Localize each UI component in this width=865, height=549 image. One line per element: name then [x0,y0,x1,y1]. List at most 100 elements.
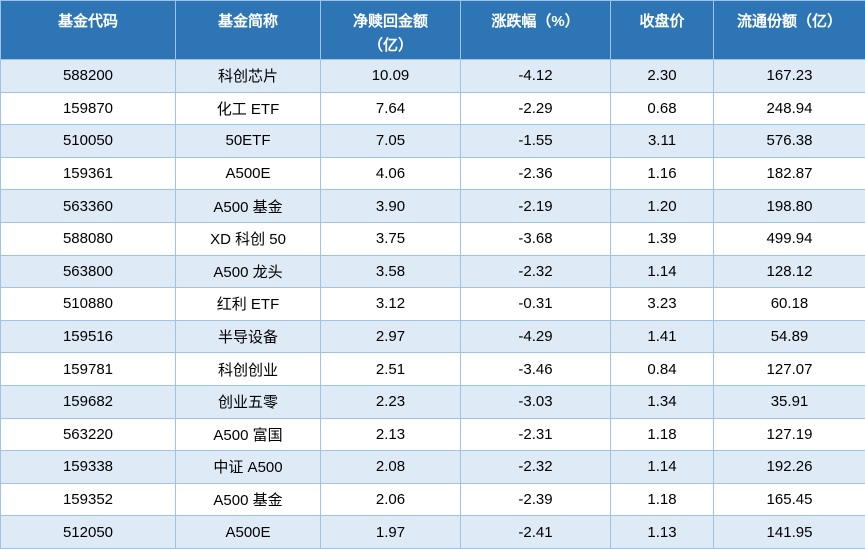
table-cell-net-redemption: 4.06 [320,156,461,191]
table-cell-circulating-shares: 248.94 [713,91,865,126]
table-row: 159870 化工 ETF 7.64 -2.29 0.68 248.94 [0,91,865,126]
table-cell-change-percent: -2.19 [460,189,611,223]
table-cell-closing-price: 1.34 [610,384,714,419]
table-cell-circulating-shares: 60.18 [713,287,865,321]
column-header-fund-code: 基金代码 [0,0,176,60]
table-cell-net-redemption: 1.97 [320,515,461,549]
table-row: 563800 A500 龙头 3.58 -2.32 1.14 128.12 [0,254,865,289]
table-cell-fund-name: XD 科创 50 [175,221,321,256]
table-cell-change-percent: -2.32 [460,254,611,289]
table-cell-change-percent: -2.39 [460,482,611,517]
table-cell-fund-name: A500 基金 [175,189,321,223]
table-cell-change-percent: -3.68 [460,221,611,256]
column-header-closing-price: 收盘价 [610,0,714,60]
table-cell-fund-code: 563220 [0,417,176,452]
table-cell-closing-price: 1.18 [610,482,714,517]
table-row: 510880 红利 ETF 3.12 -0.31 3.23 60.18 [0,287,865,321]
table-row: 159338 中证 A500 2.08 -2.32 1.14 192.26 [0,450,865,484]
table-header-row: 基金代码 基金简称 净赎回金额 （亿） 涨跌幅（%） 收盘价 流通份额（亿） [0,0,865,60]
table-cell-circulating-shares: 165.45 [713,482,865,517]
table-cell-circulating-shares: 54.89 [713,319,865,354]
table-cell-fund-code: 588080 [0,221,176,256]
table-cell-circulating-shares: 576.38 [713,124,865,158]
column-header-circulating-shares: 流通份额（亿） [713,0,865,60]
table-cell-fund-code: 512050 [0,515,176,549]
table-cell-change-percent: -3.03 [460,384,611,419]
table-cell-net-redemption: 2.97 [320,319,461,354]
table-cell-change-percent: -2.31 [460,417,611,452]
table-row: 159516 半导设备 2.97 -4.29 1.41 54.89 [0,319,865,354]
column-header-line1: 流通份额（亿） [736,13,842,30]
table-cell-fund-code: 563800 [0,254,176,289]
column-header-fund-name: 基金简称 [175,0,321,60]
table-row: 588200 科创芯片 10.09 -4.12 2.30 167.23 [0,59,865,93]
table-cell-closing-price: 1.18 [610,417,714,452]
table-row: 588080 XD 科创 50 3.75 -3.68 1.39 499.94 [0,221,865,256]
table-cell-closing-price: 1.20 [610,189,714,223]
table-cell-circulating-shares: 182.87 [713,156,865,191]
table-cell-closing-price: 1.16 [610,156,714,191]
column-header-line1: 基金简称 [217,13,278,30]
table-cell-fund-name: A500 龙头 [175,254,321,289]
table-cell-closing-price: 0.84 [610,352,714,386]
table-cell-fund-code: 563360 [0,189,176,223]
table-cell-fund-name: 科创芯片 [175,59,321,93]
table-cell-change-percent: -4.29 [460,319,611,354]
table-cell-fund-code: 159338 [0,450,176,484]
table-cell-closing-price: 1.14 [610,254,714,289]
table-cell-net-redemption: 7.64 [320,91,461,126]
column-header-line1: 净赎回金额 [352,13,428,30]
table-row: 510050 50ETF 7.05 -1.55 3.11 576.38 [0,124,865,158]
table-cell-fund-name: 化工 ETF [175,91,321,126]
table-cell-fund-name: 中证 A500 [175,450,321,484]
table-cell-circulating-shares: 35.91 [713,384,865,419]
table-cell-closing-price: 3.11 [610,124,714,158]
table-cell-closing-price: 1.14 [610,450,714,484]
table-cell-fund-name: A500 富国 [175,417,321,452]
table-cell-circulating-shares: 128.12 [713,254,865,289]
table-cell-circulating-shares: 198.80 [713,189,865,223]
table-cell-fund-code: 159682 [0,384,176,419]
table-cell-net-redemption: 3.75 [320,221,461,256]
table-row: 159781 科创创业 2.51 -3.46 0.84 127.07 [0,352,865,386]
table-cell-circulating-shares: 127.07 [713,352,865,386]
table-cell-closing-price: 3.23 [610,287,714,321]
table-cell-net-redemption: 2.51 [320,352,461,386]
table-row: 159682 创业五零 2.23 -3.03 1.34 35.91 [0,384,865,419]
table-cell-closing-price: 1.39 [610,221,714,256]
table-cell-change-percent: -2.29 [460,91,611,126]
table-cell-fund-code: 159361 [0,156,176,191]
table-cell-fund-code: 159516 [0,319,176,354]
table-cell-circulating-shares: 192.26 [713,450,865,484]
table-cell-closing-price: 2.30 [610,59,714,93]
table-cell-fund-name: 半导设备 [175,319,321,354]
table-cell-net-redemption: 2.08 [320,450,461,484]
table-cell-fund-name: 创业五零 [175,384,321,419]
table-cell-net-redemption: 7.05 [320,124,461,158]
table-cell-change-percent: -2.41 [460,515,611,549]
table-cell-change-percent: -4.12 [460,59,611,93]
table-cell-closing-price: 1.41 [610,319,714,354]
table-header: 基金代码 基金简称 净赎回金额 （亿） 涨跌幅（%） 收盘价 流通份额（亿） [0,0,865,60]
table-cell-fund-code: 159781 [0,352,176,386]
table-cell-closing-price: 1.13 [610,515,714,549]
table-cell-closing-price: 0.68 [610,91,714,126]
column-header-change-percent: 涨跌幅（%） [460,0,611,60]
table-cell-fund-name: A500 基金 [175,482,321,517]
table-cell-circulating-shares: 141.95 [713,515,865,549]
table-cell-change-percent: -1.55 [460,124,611,158]
table-cell-change-percent: -0.31 [460,287,611,321]
column-header-line1: 基金代码 [57,13,118,30]
table-cell-fund-name: 50ETF [175,124,321,158]
table-body: 588200 科创芯片 10.09 -4.12 2.30 167.23 159870 化工 E… [0,59,865,549]
table-cell-net-redemption: 2.13 [320,417,461,452]
table-cell-fund-name: 红利 ETF [175,287,321,321]
table-cell-fund-name: A500E [175,156,321,191]
table-cell-fund-code: 510050 [0,124,176,158]
table-cell-fund-code: 159352 [0,482,176,517]
table-cell-fund-code: 510880 [0,287,176,321]
table-cell-net-redemption: 3.58 [320,254,461,289]
table-cell-net-redemption: 3.12 [320,287,461,321]
